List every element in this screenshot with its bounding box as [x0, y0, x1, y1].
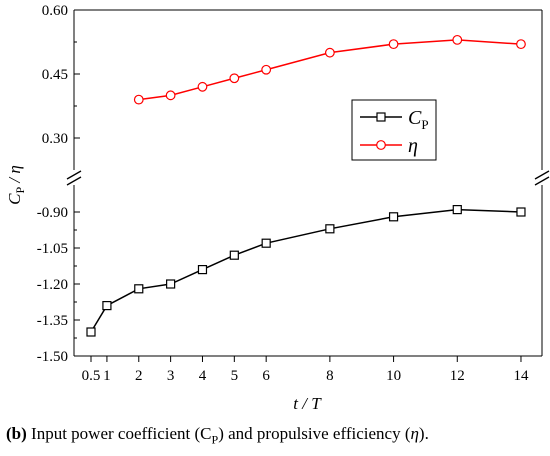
y-tick-label: -1.35 — [37, 313, 68, 329]
data-point-eta — [133, 94, 144, 105]
caption-text-middle: ) and propulsive efficiency ( — [218, 424, 411, 443]
caption-eta: η — [410, 424, 419, 443]
data-point-eta — [165, 90, 176, 101]
data-point-cp — [134, 284, 144, 294]
x-tick-label: 14 — [513, 368, 529, 384]
x-tick-label: 10 — [386, 368, 401, 384]
caption-text-after: ). — [418, 424, 429, 443]
data-point-eta — [261, 64, 272, 75]
caption-label: (b) — [6, 424, 27, 443]
y-tick-label: -1.05 — [37, 241, 68, 257]
data-point-cp — [325, 224, 335, 234]
legend: CP η — [351, 99, 437, 161]
x-tick-label: 6 — [262, 368, 270, 384]
data-point-eta — [388, 39, 399, 50]
data-point-cp — [166, 279, 176, 289]
data-point-cp — [86, 327, 96, 337]
x-tick-label: 3 — [167, 368, 175, 384]
data-point-eta — [452, 34, 463, 45]
data-point-cp — [261, 238, 271, 248]
legend-marker-cp — [376, 112, 386, 122]
data-point-cp — [102, 301, 112, 311]
chart: 0.60 0.45 0.30 -0.90 -1.05 -1.20 -1.35 -1.50 0.5… — [5, 3, 550, 413]
caption-sub: P — [211, 432, 219, 447]
series-line-cp — [90, 208, 522, 333]
axes: 0.60 0.45 0.30 -0.90 -1.05 -1.20 -1.35 -1.50 0.5… — [37, 3, 550, 384]
y-tick-label: -0.90 — [37, 205, 68, 221]
data-point-eta — [516, 39, 526, 50]
axis-break-mark — [534, 170, 550, 180]
axis-break-mark — [534, 176, 550, 186]
data-point-cp — [516, 207, 526, 217]
series-layer — [86, 34, 526, 337]
x-tick-label: 5 — [231, 368, 239, 384]
y-tick-label: 0.45 — [42, 67, 68, 83]
legend-box — [351, 99, 437, 161]
data-point-eta — [229, 73, 240, 84]
x-tick-label: 8 — [326, 368, 334, 384]
x-tick-label: 12 — [450, 368, 465, 384]
y-tick-label: 0.60 — [42, 3, 68, 19]
svg-text:CP / η: CP / η — [5, 165, 27, 205]
x-tick-label: 1 — [103, 368, 111, 384]
x-axis-title: t / T — [293, 394, 322, 413]
figure-caption: (b) Input power coefficient (CP) and pro… — [6, 424, 429, 447]
caption-text-before: Input power coefficient (C — [26, 424, 212, 443]
data-point-eta — [197, 81, 208, 92]
x-tick-label: 0.5 — [82, 368, 101, 384]
legend-marker-eta — [376, 140, 386, 150]
y-axis-title: CP / η — [5, 165, 27, 205]
y-tick-label: 0.30 — [42, 131, 68, 147]
x-tick-label: 2 — [135, 368, 143, 384]
data-point-eta — [324, 47, 335, 58]
data-point-cp — [388, 212, 399, 222]
x-tick-label: 4 — [199, 368, 207, 384]
y-tick-label: -1.20 — [37, 277, 68, 293]
data-point-cp — [229, 250, 239, 260]
data-point-cp — [197, 265, 208, 275]
legend-label-eta: η — [408, 135, 418, 157]
y-tick-label: -1.50 — [37, 349, 68, 365]
axis-break-mark — [66, 170, 82, 180]
data-point-cp — [452, 205, 462, 215]
legend-label-cp: CP — [408, 107, 429, 132]
svg-text:t / T: t / T — [293, 394, 322, 413]
axis-break-mark — [66, 176, 82, 186]
